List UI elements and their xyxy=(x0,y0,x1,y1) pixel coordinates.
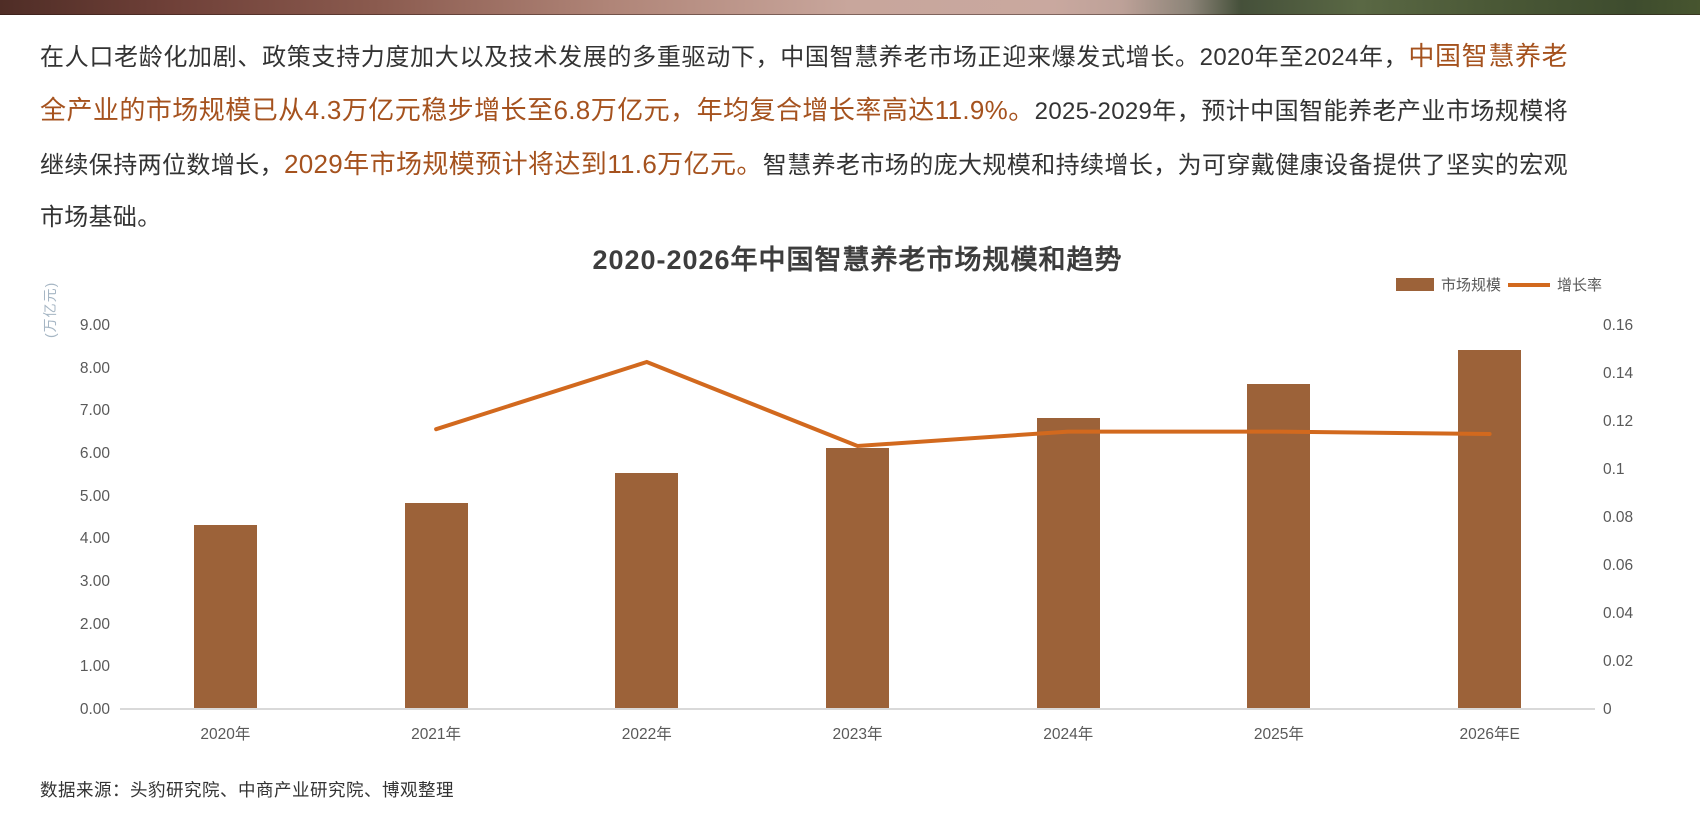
body-text: 智慧养老市场的庞大规模和持续增长，为可穿戴健康设备提供了坚实的宏观市场基础。 xyxy=(40,152,1568,231)
bar-2023年 xyxy=(826,447,889,708)
intro-paragraph: 在人口老龄化加剧、政策支持力度加大以及技术发展的多重驱动下，中国智慧养老市场正迎… xyxy=(40,30,1568,244)
bar-2021年 xyxy=(404,503,468,708)
growth-rate-line xyxy=(434,359,1492,449)
data-source-note: 数据来源：头豹研究院、中商产业研究院、博观整理 xyxy=(40,780,454,800)
left_axis-tick: 3.00 xyxy=(79,573,110,590)
legend-label-market-size: 市场规模 xyxy=(1440,277,1501,294)
left_axis-tick: 1.00 xyxy=(79,658,110,676)
left_axis-tick: 5.00 xyxy=(79,487,110,505)
x-axis-label: 2022年 xyxy=(621,726,672,743)
bar-2024年 xyxy=(1036,417,1100,708)
highlighted-text: 中国智慧养老全产业的市场规模已从4.3万亿元稳步增长至6.8万亿元，年均复合增长… xyxy=(40,41,1568,125)
bar-2025年 xyxy=(1247,383,1311,708)
photo-banner xyxy=(0,0,1700,15)
bar-2026年E xyxy=(1458,349,1522,708)
left_axis-tick: 0.00 xyxy=(79,701,110,718)
x-axis-label: 2023年 xyxy=(832,726,883,743)
chart-title: 2020-2026年中国智慧养老市场规模和趋势 xyxy=(592,245,1123,275)
left_axis-tick: 8.00 xyxy=(79,359,110,377)
right_axis-tick: 0 xyxy=(1603,701,1612,718)
body-text: 2025-2029年，预计中国智能养老产业市场规模将继续保持两位数增长， xyxy=(40,98,1569,179)
legend-bar-swatch xyxy=(1395,278,1434,291)
growth-rate-polyline xyxy=(434,359,1492,449)
highlighted-text: 2029年市场规模预计将达到11.6万亿元。 xyxy=(284,149,763,179)
right_axis-tick: 0.1 xyxy=(1603,461,1625,478)
plot-area xyxy=(120,326,1595,710)
left_axis-tick: 4.00 xyxy=(79,530,110,548)
x-axis-label: 2024年 xyxy=(1043,726,1094,743)
legend-label-growth-rate: 增长率 xyxy=(1556,277,1602,294)
left_axis-tick: 7.00 xyxy=(79,402,110,420)
left-axis-ticks: 9.00 8.00 7.00 6.00 5.00 4.00 3.00 2.00 1.00 0.00 xyxy=(0,317,110,718)
bar-2020年 xyxy=(193,524,257,708)
left_axis-tick: 6.00 xyxy=(79,445,110,462)
x-axis-label: 2025年 xyxy=(1253,726,1304,743)
body-text: 在人口老龄化加剧、政策支持力度加大以及技术发展的多重驱动下，中国智慧养老市场正迎… xyxy=(40,44,1409,71)
x-axis-labels: 2020年 2021年 2022年 2023年 2024年 2025年 2026年E xyxy=(120,722,1595,746)
left_axis-tick: 9.00 xyxy=(79,317,110,334)
right_axis-tick: 0.16 xyxy=(1603,317,1634,334)
right-axis-ticks: 0.16 0.14 0.12 0.1 0.08 0.06 0.04 0.02 0 xyxy=(1603,317,1673,718)
bar-2022年 xyxy=(615,473,679,708)
right_axis-tick: 0.04 xyxy=(1603,605,1634,622)
right_axis-tick: 0.14 xyxy=(1603,365,1634,382)
left_axis-tick: 2.00 xyxy=(79,615,110,633)
x-axis-label: 2021年 xyxy=(411,726,462,743)
x-axis-label: 2026年E xyxy=(1459,726,1520,743)
chart-legend: 市场规模 增长率 xyxy=(1395,274,1602,295)
right_axis-tick: 0.08 xyxy=(1603,509,1634,526)
right_axis-tick: 0.02 xyxy=(1603,653,1634,670)
right_axis-tick: 0.06 xyxy=(1603,557,1634,574)
x-axis-label: 2020年 xyxy=(200,726,251,743)
legend-line-swatch xyxy=(1507,282,1550,287)
right_axis-tick: 0.12 xyxy=(1603,413,1634,430)
